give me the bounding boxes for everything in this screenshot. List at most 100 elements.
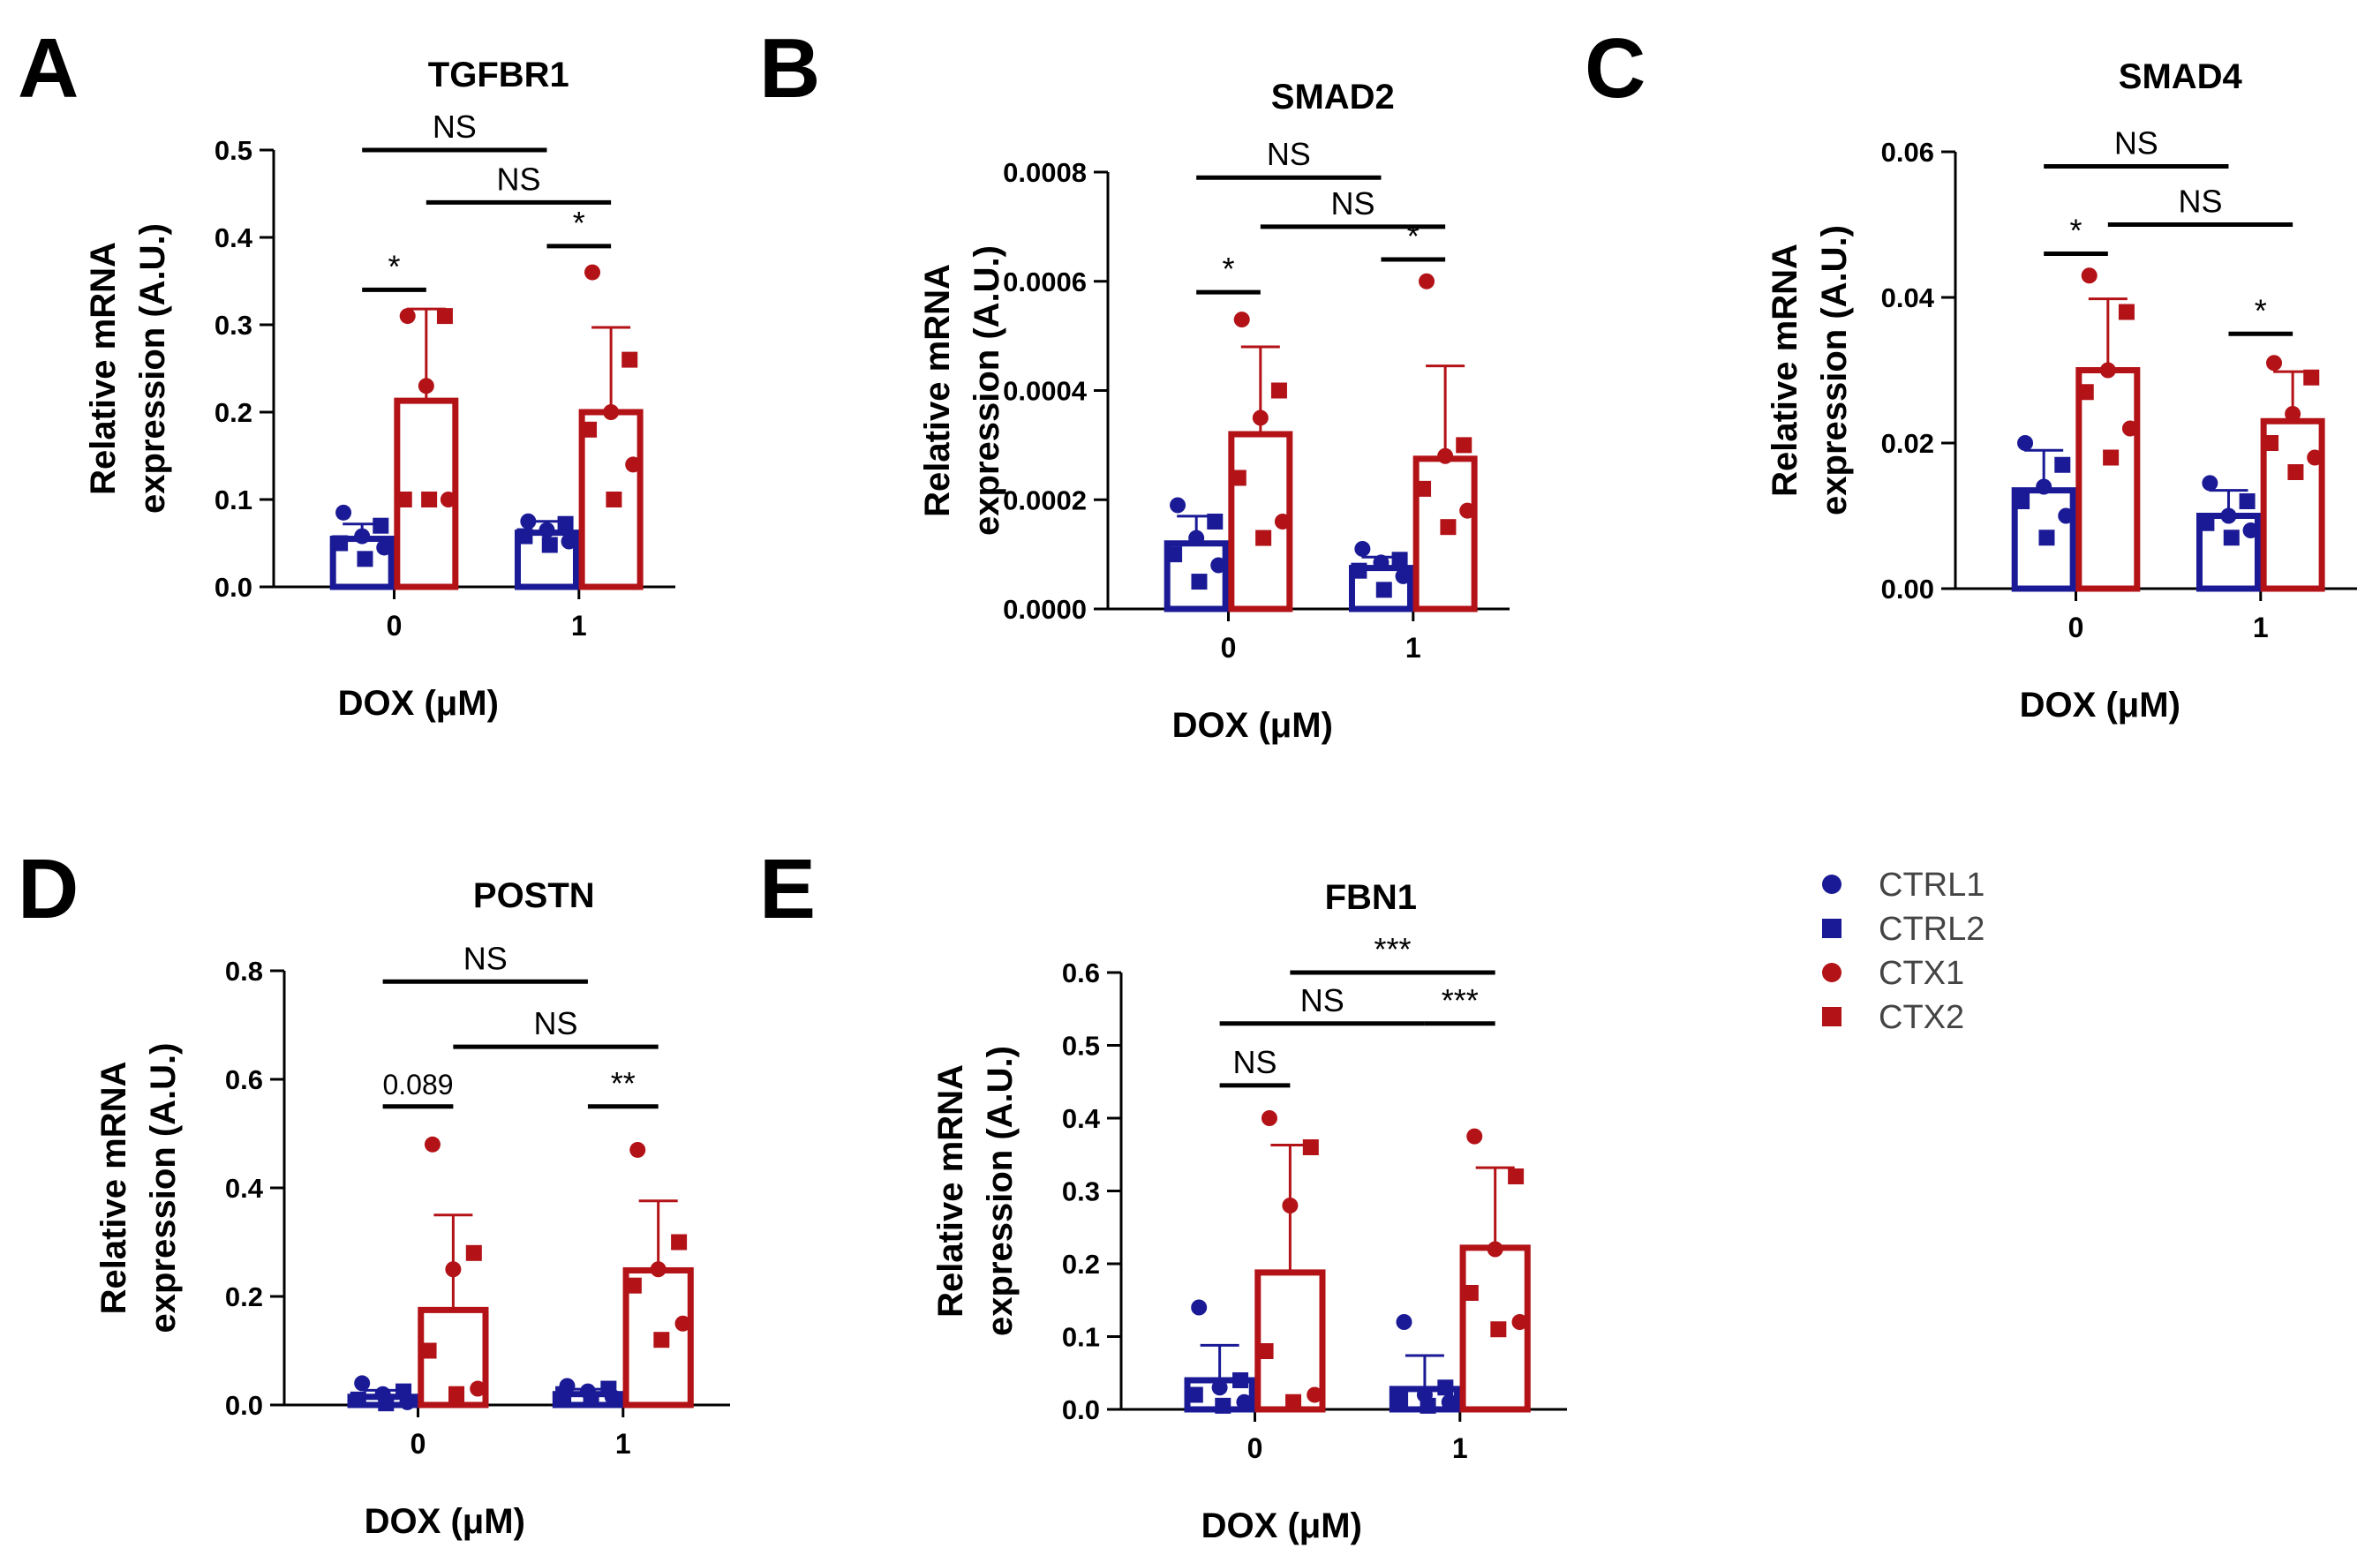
panel-letter: A	[18, 21, 79, 116]
data-point-square	[421, 492, 438, 507]
data-point-square	[1215, 1397, 1231, 1414]
significance-label: NS	[2178, 184, 2222, 220]
data-point-square	[1508, 1168, 1525, 1184]
bar	[2075, 367, 2141, 592]
data-point-circle	[674, 1315, 691, 1332]
data-point-square	[541, 537, 558, 553]
y-tick-label: 0.2	[1062, 1249, 1100, 1280]
data-point-square	[606, 492, 622, 507]
y-axis-label: Relative mRNA expression (A.U.)	[94, 1043, 183, 1333]
significance-label: NS	[534, 1005, 578, 1041]
y-axis-label: Relative mRNA expression (A.U.)	[84, 223, 172, 514]
y-tick-label: 0.1	[215, 485, 252, 515]
panel-e: E FBN1 0.0 0.1 0.2 0.3 0.4 0.5 0.6 0 1 DOX (μM) Rela…	[759, 842, 1567, 1545]
x-tick-label: 1	[1452, 1432, 1468, 1464]
significance-label: NS	[496, 161, 540, 197]
data-point-square	[2239, 493, 2256, 509]
data-point-square	[583, 1391, 599, 1408]
data-point-circle	[1211, 1379, 1228, 1396]
data-point-circle	[2121, 420, 2138, 437]
panel-letter: D	[18, 842, 79, 936]
y-axis-label-line-2: expression (A.U.)	[981, 1046, 1020, 1336]
data-point-square	[1186, 1386, 1203, 1403]
y-tick-label: 0.00	[1881, 574, 1934, 605]
data-point-square	[373, 517, 389, 534]
data-point-square	[1375, 582, 1392, 598]
data-point-square	[1285, 1393, 1302, 1410]
data-point-square	[332, 535, 349, 552]
y-axis-label-line-2: expression (A.U.)	[1815, 225, 1854, 515]
significance-label: **	[611, 1065, 636, 1101]
data-point-circle	[2017, 435, 2034, 451]
significance-label: *	[1222, 251, 1234, 287]
data-point-circle	[539, 522, 555, 538]
y-tick-label: 0.0000	[1003, 594, 1087, 625]
x-axis-label: DOX (μM)	[338, 684, 499, 723]
y-tick-label: 0.0004	[1003, 376, 1088, 407]
data-point-circle	[354, 528, 371, 545]
data-point-circle	[2081, 267, 2098, 284]
data-point-square	[2054, 456, 2071, 473]
data-point-circle	[1261, 1110, 1277, 1126]
y-tick-label: 0.0006	[1003, 267, 1087, 297]
y-tick-label: 0.0	[1062, 1394, 1100, 1425]
data-point-square	[350, 1391, 366, 1408]
significance-label: NS	[1232, 1044, 1277, 1080]
panel-d: D POSTN 0.0 0.2 0.4 0.6 0.8 0 1 DOX (μM) Relative …	[18, 842, 730, 1541]
data-point-circle	[1210, 557, 1227, 574]
data-point-square	[2287, 464, 2304, 480]
data-point-circle	[1487, 1241, 1503, 1258]
data-point-square	[448, 1386, 465, 1402]
data-point-square	[516, 528, 533, 545]
y-tick-label: 0.0002	[1003, 485, 1087, 515]
data-point-square	[378, 1395, 395, 1412]
significance-label: 0.089	[382, 1069, 453, 1101]
data-point-square	[2077, 384, 2094, 401]
data-point-square	[557, 515, 574, 532]
significance-label: NS	[1300, 982, 1344, 1018]
data-point-square	[2198, 515, 2215, 531]
data-point-circle	[561, 533, 577, 550]
data-point-circle	[603, 404, 620, 420]
data-point-square	[2118, 304, 2135, 320]
y-axis-label-line-2: expression (A.U.)	[144, 1043, 183, 1333]
x-tick-label: 0	[387, 610, 403, 642]
y-tick-label: 0.0	[225, 1390, 263, 1421]
x-tick-label: 0	[1221, 632, 1237, 664]
data-point-square	[2263, 435, 2279, 451]
y-tick-label: 0.3	[1062, 1176, 1100, 1207]
panel-a: A TGFBR1 0.0 0.1 0.2 0.3 0.4 0.5 0 1 DOX (μM) Relat…	[18, 21, 675, 723]
data-point-square	[1255, 530, 1272, 546]
data-point-circle	[1395, 567, 1412, 584]
data-point-circle	[1441, 1393, 1457, 1410]
data-point-square	[2103, 449, 2120, 466]
data-point-circle	[1233, 312, 1250, 328]
chart-title: FBN1	[1325, 878, 1417, 917]
y-tick-label: 0.4	[215, 222, 253, 253]
data-point-square	[2014, 493, 2030, 509]
y-axis-label-line-1: Relative mRNA	[94, 1062, 133, 1315]
x-tick-label: 1	[2253, 612, 2269, 643]
data-point-square	[1456, 437, 1472, 454]
data-point-circle	[584, 264, 601, 281]
data-point-square	[581, 421, 598, 438]
significance-label: NS	[1330, 185, 1375, 222]
data-point-circle	[1170, 497, 1186, 514]
data-point-circle	[424, 1136, 441, 1153]
data-point-circle	[2036, 478, 2052, 495]
x-tick-label: 1	[1405, 632, 1421, 664]
data-point-circle	[2285, 406, 2301, 422]
x-tick-label: 1	[615, 1428, 631, 1460]
y-tick-label: 0.2	[225, 1281, 263, 1312]
panel-letter: E	[759, 842, 816, 936]
data-point-circle	[1274, 514, 1291, 530]
panel-letter: C	[1585, 21, 1646, 116]
legend-marker-square	[1822, 1007, 1841, 1026]
significance-label: *	[573, 205, 585, 241]
data-point-circle	[335, 504, 352, 521]
data-point-circle	[1511, 1314, 1528, 1330]
significance-label: *	[1407, 218, 1420, 254]
data-point-circle	[1466, 1128, 1483, 1145]
data-point-square	[395, 492, 412, 507]
data-point-square	[1437, 1379, 1454, 1396]
